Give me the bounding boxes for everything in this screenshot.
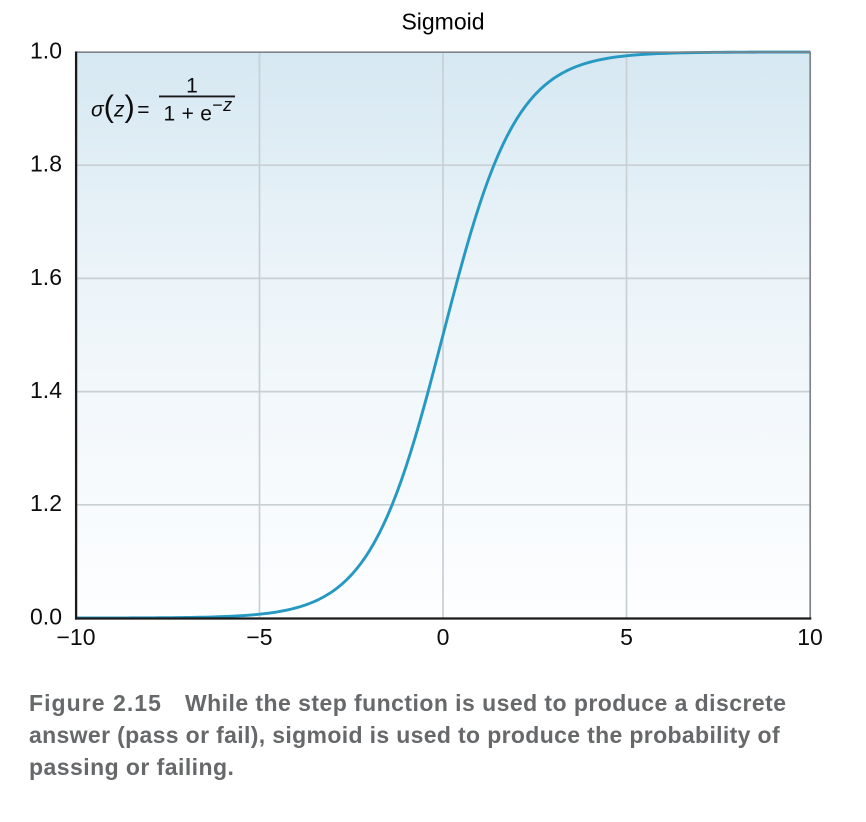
svg-text:−5: −5 bbox=[246, 624, 272, 650]
svg-text:σ(z): σ(z) bbox=[91, 88, 135, 123]
svg-text:1.0: 1.0 bbox=[30, 37, 62, 63]
svg-text:−10: −10 bbox=[56, 624, 95, 650]
svg-text:1.8: 1.8 bbox=[30, 151, 62, 177]
svg-text:0: 0 bbox=[437, 624, 450, 650]
svg-text:1.6: 1.6 bbox=[30, 264, 62, 290]
svg-text:10: 10 bbox=[797, 624, 823, 650]
svg-text:0.0: 0.0 bbox=[30, 603, 62, 629]
svg-text:1.4: 1.4 bbox=[30, 377, 62, 403]
svg-text:1.2: 1.2 bbox=[30, 490, 62, 516]
svg-text:1: 1 bbox=[186, 74, 198, 97]
svg-text:=: = bbox=[137, 98, 149, 121]
svg-text:5: 5 bbox=[620, 624, 633, 650]
svg-text:Sigmoid: Sigmoid bbox=[401, 9, 484, 35]
